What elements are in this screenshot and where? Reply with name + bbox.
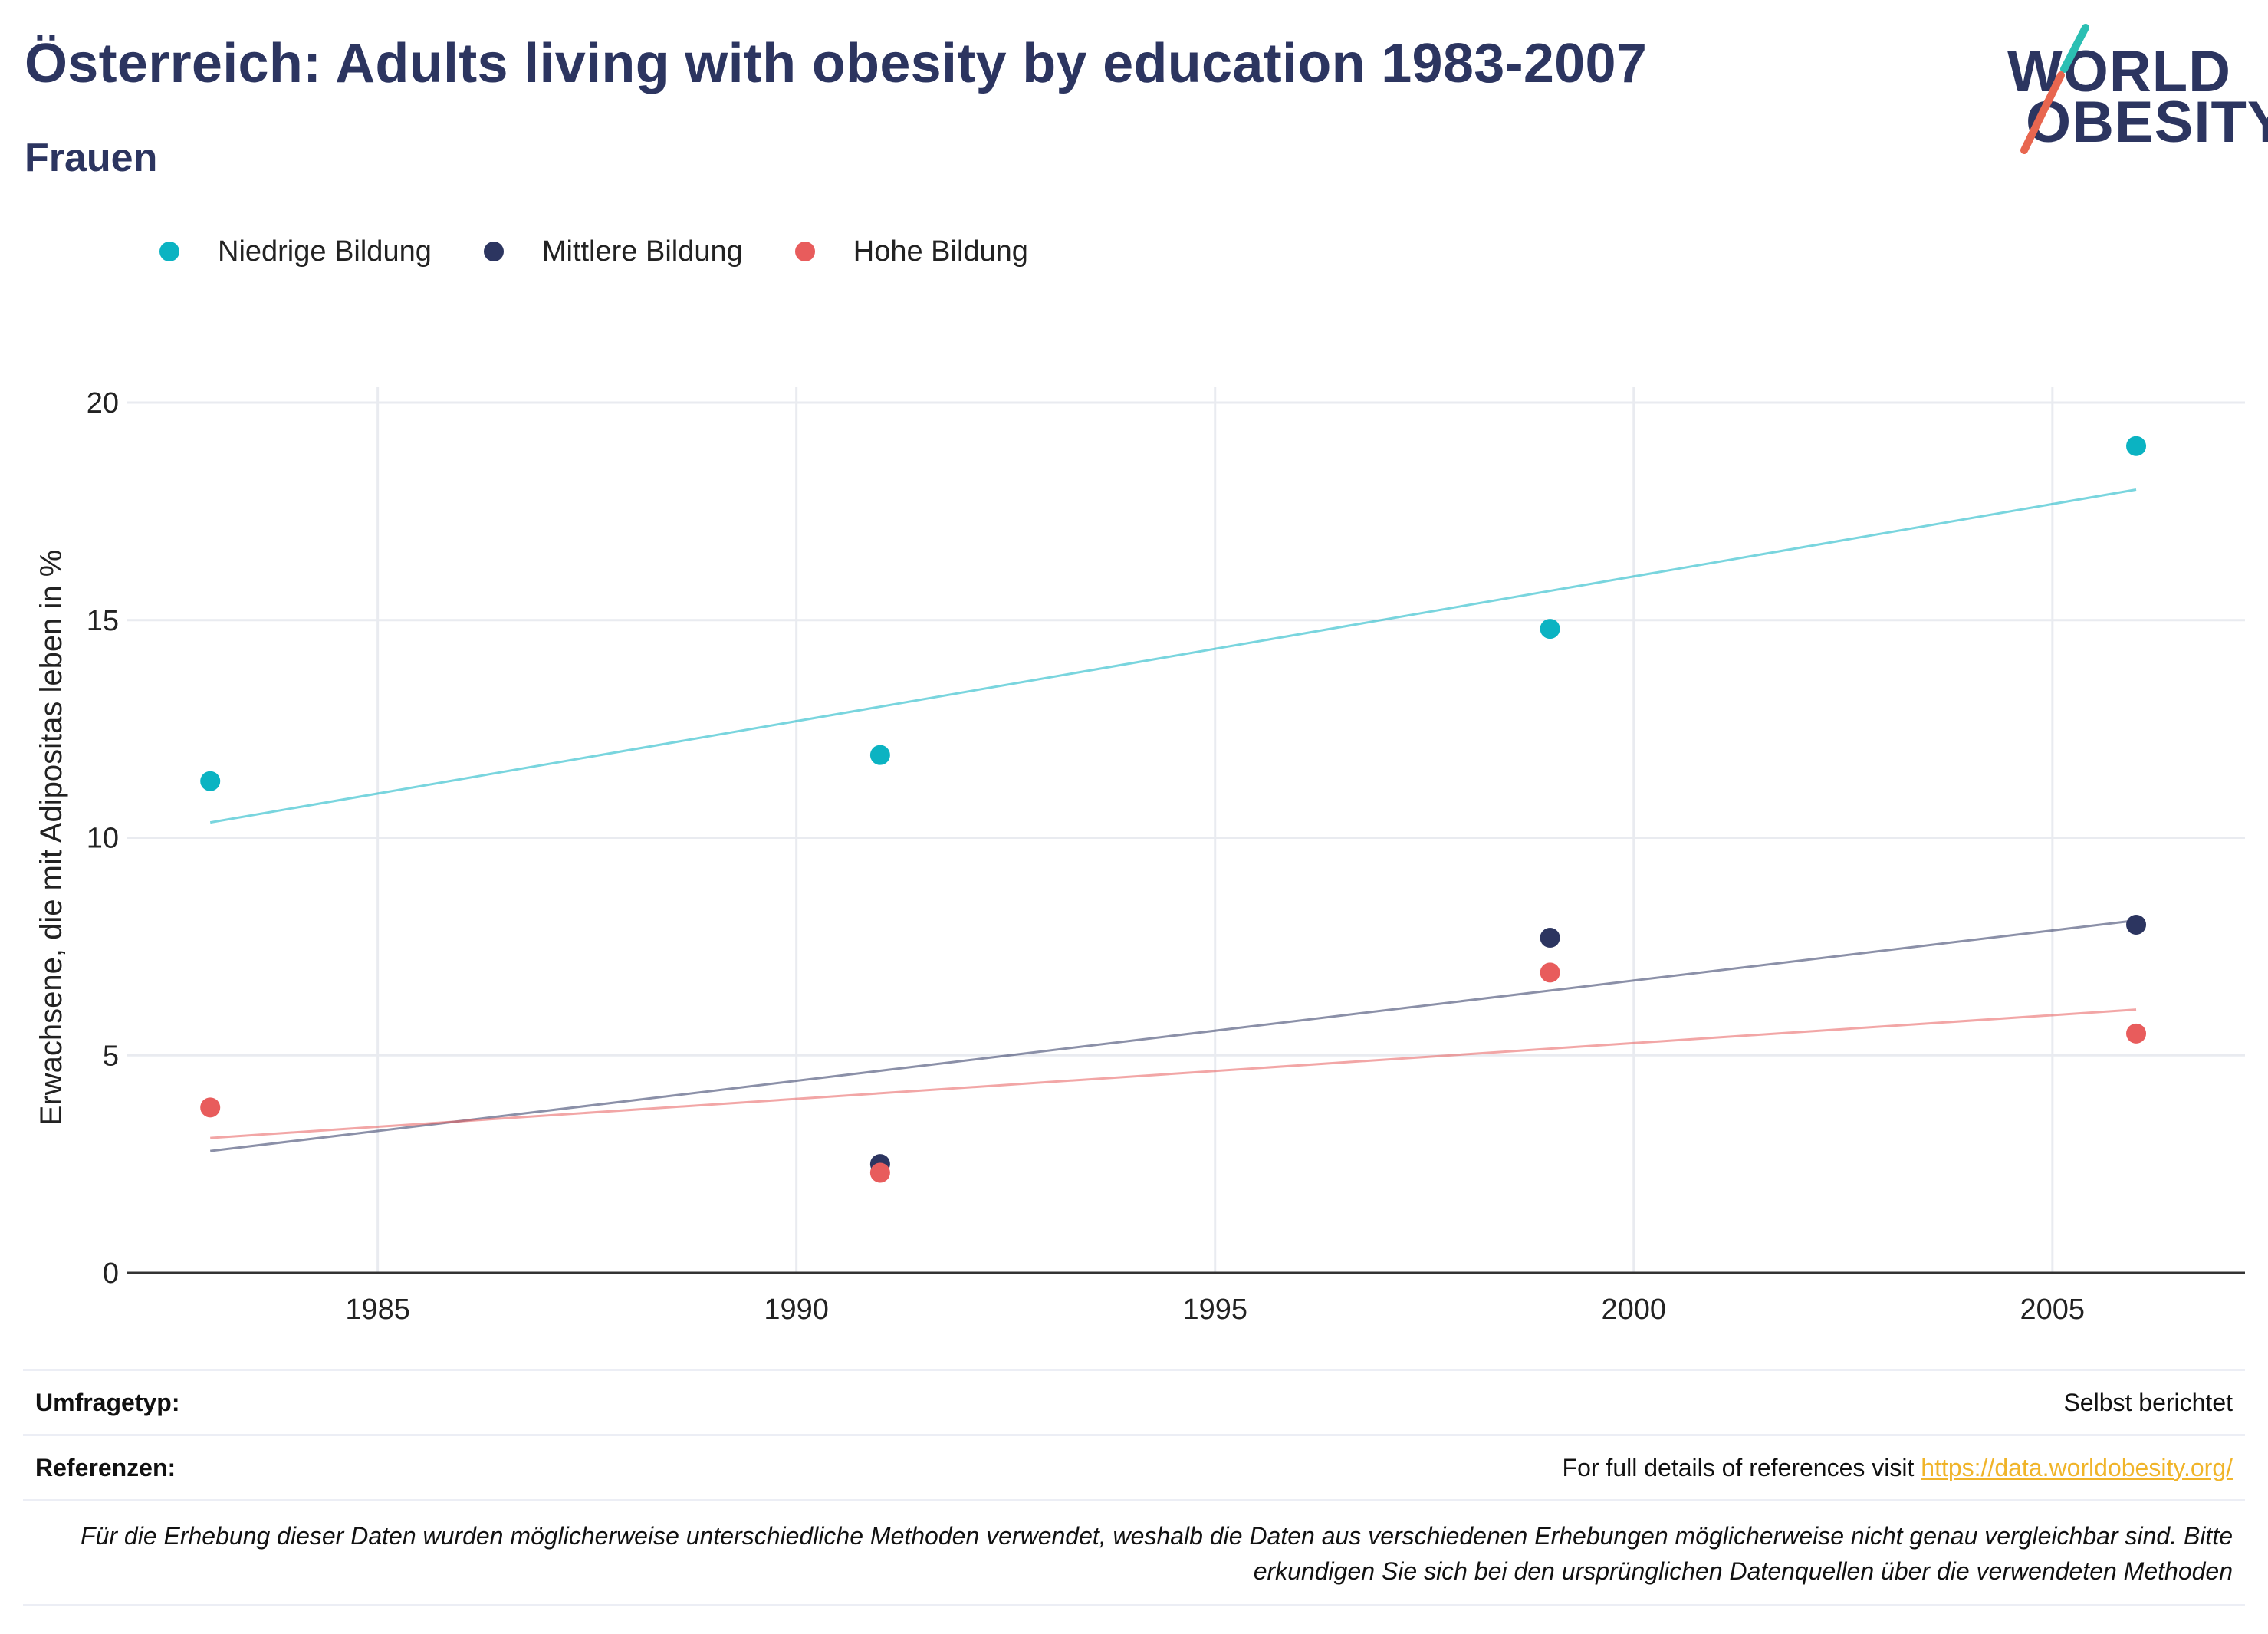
trendline-series-0: [209, 488, 2137, 824]
y-tick-label: 5: [103, 1040, 119, 1072]
y-tick-label: 15: [87, 605, 119, 637]
trendline-series-1: [210, 919, 2137, 1152]
y-tick-label: 10: [87, 823, 119, 855]
logo-line-2: OBESITY: [2026, 90, 2268, 155]
references-text: For full details of references visit: [1562, 1453, 1921, 1481]
y-axis-title: Erwachsene, die mit Adipositas leben in …: [35, 550, 68, 1126]
x-tick-label: 1995: [1182, 1294, 1247, 1326]
data-point-series-0: [200, 771, 221, 791]
legend-marker-niedrig: [159, 242, 179, 261]
chart-legend: Niedrige Bildung Mittlere Bildung Hohe B…: [159, 228, 1080, 275]
legend-marker-hoch: [794, 242, 815, 261]
data-point-series-0: [869, 745, 890, 765]
world-obesity-logo: WORLD OBESITY: [2001, 23, 2268, 161]
data-point-series-2: [200, 1097, 221, 1118]
references-value: For full details of references visit htt…: [1563, 1454, 2233, 1482]
logo-slash-icon: [2020, 24, 2089, 154]
y-tick-label: 20: [87, 387, 119, 419]
data-point-series-1: [1540, 928, 1560, 949]
survey-type-label: Umfragetyp:: [35, 1388, 180, 1416]
references-link[interactable]: https://data.worldobesity.org/: [1921, 1453, 2233, 1481]
legend-item-niedrig[interactable]: Niedrige Bildung: [159, 235, 432, 268]
data-point-series-2: [2126, 1023, 2147, 1044]
legend-item-mittel[interactable]: Mittlere Bildung: [483, 235, 743, 268]
data-point-series-2: [869, 1162, 890, 1183]
x-tick-label: 2005: [2020, 1294, 2086, 1326]
scatter-chart: 1985 1990 1995 2000 2005 0 5 10 15 20 Erwachsene, …: [35, 387, 2245, 1326]
legend-label-niedrig: Niedrige Bildung: [218, 235, 432, 268]
chart-subtitle: Frauen: [25, 136, 158, 180]
x-tick-label: 1990: [764, 1294, 829, 1326]
methods-note: Für die Erhebung dieser Daten wurden mög…: [23, 1499, 2245, 1606]
legend-label-hoch: Hohe Bildung: [853, 235, 1028, 268]
references-label: Referenzen:: [35, 1453, 176, 1481]
data-point-series-2: [1540, 962, 1560, 983]
logo-line-1: WORLD: [2007, 39, 2232, 104]
y-tick-label: 0: [103, 1258, 119, 1290]
chart-footer: Umfragetyp: Selbst berichtet Referenzen:…: [23, 1369, 2245, 1606]
chart-title: Österreich: Adults living with obesity b…: [25, 33, 1648, 94]
x-tick-label: 1985: [345, 1294, 410, 1326]
data-point-series-0: [2126, 436, 2147, 456]
trendline-series-2: [210, 1008, 2137, 1139]
survey-type-value: Selbst berichtet: [2063, 1388, 2233, 1416]
legend-label-mittel: Mittlere Bildung: [541, 235, 743, 268]
legend-item-hoch[interactable]: Hohe Bildung: [794, 235, 1028, 268]
survey-type-row: Umfragetyp: Selbst berichtet: [23, 1369, 2245, 1434]
data-point-series-1: [2126, 915, 2147, 935]
data-point-series-0: [1540, 619, 1560, 639]
x-tick-label: 2000: [1601, 1294, 1666, 1326]
references-row: Referenzen: For full details of referenc…: [23, 1434, 2245, 1499]
legend-marker-mittel: [483, 242, 504, 261]
